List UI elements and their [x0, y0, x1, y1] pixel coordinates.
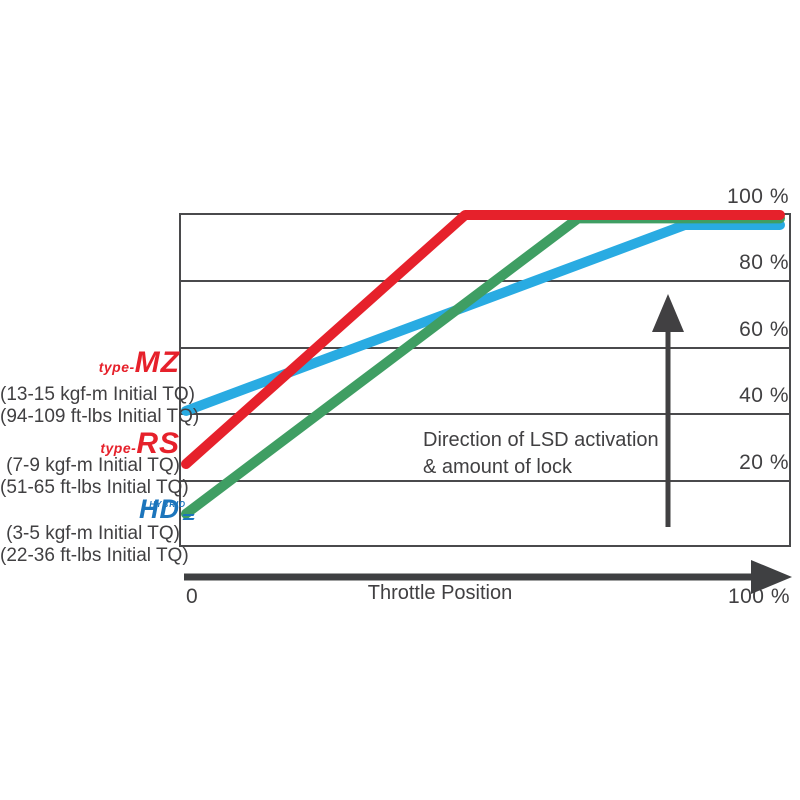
x-axis-max-label: 100 %	[727, 585, 790, 608]
series-line-type-mz	[181, 219, 785, 416]
y-tick-label-80: 80 %	[739, 251, 789, 275]
hd-logo-wrap: HYBRID HD	[139, 494, 195, 529]
legend-mz-initial-tq-kgf: (13-15 kgf-m Initial TQ)	[0, 384, 195, 405]
gridline-80	[181, 280, 791, 283]
type-rs-prefix: type-	[100, 440, 137, 456]
y-tick-label-100: 100 %	[726, 185, 789, 208]
series-line-type-rs	[181, 210, 785, 469]
y-tick-label-60: 60 %	[739, 317, 789, 341]
direction-up-arrow	[652, 294, 684, 527]
type-mz-prefix: type-	[98, 359, 135, 375]
gridline-40	[181, 413, 791, 416]
legend-hybrid-hd-logo: HYBRID HD	[0, 494, 195, 529]
legend-mz-initial-tq-ftlbs: (94-109 ft-lbs Initial TQ)	[0, 406, 200, 427]
y-tick-label-20: 20 %	[739, 450, 789, 474]
legend-hd-initial-tq-ftlbs: (22-36 ft-lbs Initial TQ)	[0, 545, 189, 566]
x-axis-arrow	[184, 560, 792, 594]
legend-rs-initial-tq-ftlbs: (51-65 ft-lbs Initial TQ)	[0, 477, 189, 498]
legend-hd-initial-tq-kgf: (3-5 kgf-m Initial TQ)	[6, 523, 180, 544]
gridline-20	[181, 479, 791, 482]
annotation-line-1: Direction of LSD activation	[423, 429, 659, 451]
x-axis-title: Throttle Position	[367, 582, 513, 604]
legend-rs-initial-tq-kgf: (7-9 kgf-m Initial TQ)	[6, 455, 180, 476]
gridline-60	[181, 346, 791, 349]
type-rs-name: RS	[136, 427, 180, 460]
legend-type-mz-logo: type-MZ	[0, 348, 188, 383]
hd-logo-main-text: HD	[139, 494, 180, 524]
type-mz-name: MZ	[134, 346, 180, 379]
hd-logo-small-text: HYBRID	[149, 500, 186, 509]
annotation-direction-of-lsd: Direction of LSD activation & amount of …	[423, 427, 659, 481]
legend-type-rs-logo: type-RS	[0, 429, 188, 464]
hd-logo-speed-dashes	[182, 514, 195, 521]
y-tick-label-40: 40 %	[739, 384, 789, 408]
annotation-line-2: & amount of lock	[423, 456, 572, 478]
x-axis-min-label: 0	[186, 585, 198, 608]
